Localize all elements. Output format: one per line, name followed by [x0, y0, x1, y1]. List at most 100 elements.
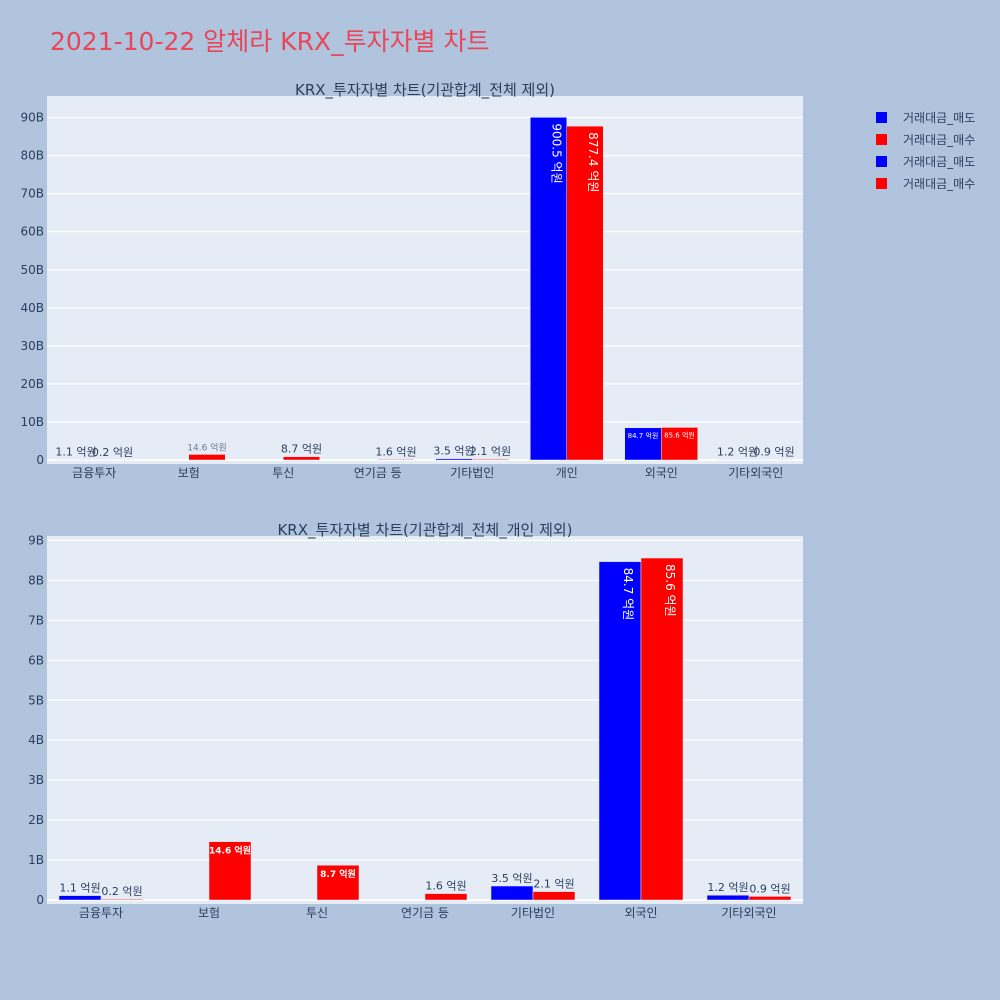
bar-buy[interactable] — [316, 864, 360, 901]
bar-value-label: 877.4 억원 — [586, 132, 600, 192]
legend-label: 거래대금_매수 — [903, 132, 976, 147]
bar-value-label: 0.9 억원 — [749, 882, 790, 895]
bar-value-label: 84.7 억원 — [621, 568, 635, 621]
y-tick-label: 40B — [20, 301, 44, 315]
bar-value-label: 85.6 억원 — [664, 430, 695, 439]
y-tick-label: 70B — [20, 187, 44, 201]
bar-value-label: 8.7 억원 — [281, 443, 322, 456]
y-tick-label: 30B — [20, 339, 44, 353]
bar-value-label: 1.2 억원 — [707, 881, 748, 894]
bar-buy[interactable] — [472, 458, 509, 461]
x-tick-label: 외국인 — [624, 906, 657, 920]
chart-title: KRX_투자자별 차트(기관합계_전체 제외) — [295, 81, 555, 100]
bar-sell[interactable] — [530, 117, 567, 461]
bar-value-label: 1.2 억원 — [717, 446, 758, 459]
bar-value-label: 3.5 억원 — [491, 872, 532, 885]
chart-title: KRX_투자자별 차트(기관합계_전체_개인 제외) — [277, 521, 572, 540]
chart-1: 0 10B 20B 30B 40B 50B 60B 70B 80B 90B KRX_투자자별 차트(… — [20, 81, 803, 480]
legend-swatch-sell — [876, 155, 887, 167]
bar-value-label: 3.5 억원 — [433, 445, 474, 458]
x-tick-label: 개인 — [556, 466, 578, 480]
x-tick-label: 투신 — [272, 466, 294, 480]
y-tick-label: 0 — [36, 453, 44, 467]
x-tick-label: 투신 — [306, 906, 328, 920]
y-tick-label: 60B — [20, 225, 44, 239]
plot-area — [47, 536, 803, 904]
y-tick-label: 5B — [28, 693, 44, 707]
bar-value-label: 84.7 억원 — [628, 431, 659, 440]
bar-sell[interactable] — [624, 427, 662, 461]
y-tick-label: 90B — [20, 111, 44, 125]
bar-value-label: 2.1 억원 — [470, 445, 511, 458]
legend-item-sell-2[interactable]: 거래대금_매도 — [876, 150, 975, 172]
y-tick-label: 7B — [28, 613, 44, 627]
bar-value-label: 14.6 억원 — [209, 845, 251, 857]
x-tick-label: 기타법인 — [511, 906, 555, 920]
x-tick-label: 보험 — [178, 466, 200, 480]
chart-2: 0 1B 2B 3B 4B 5B 6B 7B 8B 9B KRX_투자자별 차트(기관합계_전체_개… — [28, 521, 803, 920]
bar-value-label: 1.1 억원 — [59, 882, 100, 895]
y-tick-label: 80B — [20, 149, 44, 163]
bar-buy[interactable] — [640, 557, 684, 901]
bar-value-label: 0.9 억원 — [753, 446, 794, 459]
plot-area — [47, 96, 803, 464]
page-title: 2021-10-22 알체라 KRX_투자자별 차트 — [50, 27, 490, 56]
x-tick-label: 외국인 — [645, 466, 678, 480]
bar-value-label: 0.2 억원 — [92, 446, 133, 459]
bar-value-label: 1.6 억원 — [425, 880, 466, 893]
y-tick-label: 1B — [28, 853, 44, 867]
bar-buy[interactable] — [532, 891, 576, 901]
x-tick-label: 연기금 등 — [354, 466, 402, 480]
y-tick-label: 20B — [20, 377, 44, 391]
bar-buy[interactable] — [424, 893, 468, 901]
bar-value-label: 1.6 억원 — [375, 445, 416, 458]
bar-value-label: 14.6 억원 — [187, 441, 226, 453]
y-tick-label: 10B — [20, 415, 44, 429]
legend-swatch-buy — [876, 133, 887, 145]
y-tick-label: 8B — [28, 573, 44, 587]
x-tick-label: 금융투자 — [72, 466, 116, 480]
bar-value-label: 900.5 억원 — [550, 123, 564, 183]
legend-item-buy-1[interactable]: 거래대금_매수 — [876, 128, 975, 150]
x-tick-label: 기타외국인 — [728, 466, 783, 480]
x-tick-label: 연기금 등 — [401, 906, 449, 920]
bar-sell[interactable] — [706, 894, 750, 901]
x-tick-label: 보험 — [198, 906, 220, 920]
x-tick-label: 금융투자 — [79, 906, 123, 920]
legend-label: 거래대금_매수 — [903, 176, 976, 191]
bar-value-label: 2.1 억원 — [533, 878, 574, 891]
bar-sell[interactable] — [58, 895, 102, 901]
bar-value-label: 85.6 억원 — [663, 564, 677, 617]
bar-value-label: 1.1 억원 — [55, 446, 96, 459]
x-tick-label: 기타외국인 — [721, 906, 776, 920]
y-tick-label: 2B — [28, 813, 44, 827]
bar-value-label: 8.7 억원 — [320, 868, 356, 880]
y-tick-label: 4B — [28, 733, 44, 747]
bar-sell[interactable] — [598, 561, 642, 901]
bar-buy[interactable] — [661, 427, 698, 461]
y-tick-label: 9B — [28, 533, 44, 547]
bar-buy[interactable] — [188, 454, 226, 461]
y-tick-label: 3B — [28, 773, 44, 787]
bar-sell[interactable] — [490, 885, 534, 901]
y-tick-label: 6B — [28, 653, 44, 667]
legend-swatch-sell — [876, 111, 887, 123]
bar-buy[interactable] — [566, 125, 604, 461]
legend-item-buy-2[interactable]: 거래대금_매수 — [876, 172, 975, 194]
legend-label: 거래대금_매도 — [903, 110, 976, 125]
legend-item-sell-1[interactable]: 거래대금_매도 — [876, 106, 975, 128]
legend: 거래대금_매도 거래대금_매수 거래대금_매도 거래대금_매수 — [876, 106, 975, 194]
x-tick-label: 기타법인 — [450, 466, 494, 480]
bar-value-label: 0.2 억원 — [101, 885, 142, 898]
y-tick-label: 50B — [20, 263, 44, 277]
bar-sell[interactable] — [435, 458, 473, 461]
bar-buy[interactable] — [100, 898, 144, 901]
bar-buy[interactable] — [377, 459, 415, 461]
bar-buy[interactable] — [283, 456, 320, 461]
legend-swatch-buy — [876, 177, 887, 189]
bar-buy[interactable] — [748, 896, 792, 901]
y-tick-label: 0 — [36, 893, 44, 907]
bar-buy[interactable] — [208, 841, 252, 901]
legend-label: 거래대금_매도 — [903, 154, 976, 169]
